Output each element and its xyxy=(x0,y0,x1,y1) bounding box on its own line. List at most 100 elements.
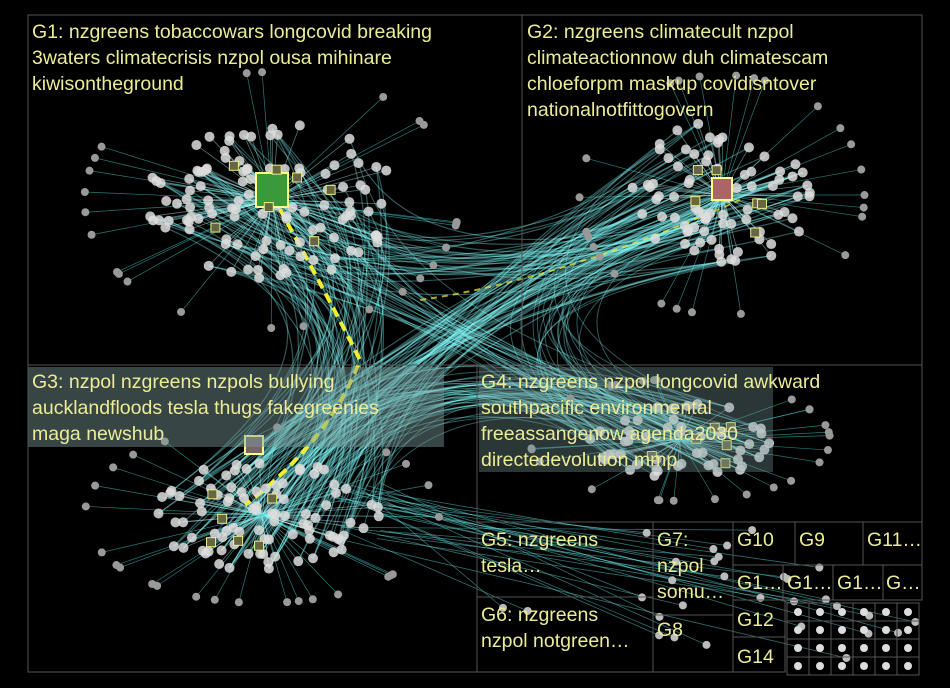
edge xyxy=(380,529,837,607)
node xyxy=(787,171,798,182)
node xyxy=(774,174,785,185)
edge-bundle xyxy=(286,272,626,421)
node xyxy=(309,468,320,479)
edge-bundle xyxy=(189,190,330,569)
node xyxy=(672,161,683,172)
node xyxy=(258,68,267,77)
edge-bundle xyxy=(377,148,661,508)
node xyxy=(766,250,777,261)
node xyxy=(184,224,195,235)
node xyxy=(129,450,138,459)
node xyxy=(847,140,856,149)
edge-bundle xyxy=(297,393,630,562)
group-label: nzpol xyxy=(657,555,704,577)
edge xyxy=(195,514,263,597)
node xyxy=(229,211,240,222)
node xyxy=(195,498,206,509)
node xyxy=(584,232,593,241)
node xyxy=(582,154,591,163)
node xyxy=(319,464,330,475)
main-edge xyxy=(419,199,741,301)
node-icon xyxy=(692,165,703,176)
node xyxy=(813,102,822,111)
node xyxy=(299,322,308,331)
node xyxy=(816,662,824,670)
edge-bundle xyxy=(258,393,614,531)
node xyxy=(882,626,890,634)
node xyxy=(648,178,659,189)
node xyxy=(527,444,536,453)
edge xyxy=(657,439,681,501)
edge-bundle xyxy=(554,184,722,433)
node-icon xyxy=(691,433,702,444)
group-label: G8 xyxy=(657,619,683,641)
node xyxy=(254,458,265,469)
edge xyxy=(101,514,263,553)
node xyxy=(345,206,356,217)
edge-bundle xyxy=(226,238,318,499)
edge xyxy=(261,427,278,516)
edge xyxy=(649,186,723,196)
node xyxy=(683,178,694,189)
node xyxy=(653,191,664,202)
edge xyxy=(679,439,716,500)
node-icon xyxy=(721,440,732,451)
edge xyxy=(679,439,820,463)
node xyxy=(587,485,596,494)
node xyxy=(804,187,815,198)
node xyxy=(708,458,719,469)
node xyxy=(669,496,678,505)
edge-bundle xyxy=(259,365,674,464)
node xyxy=(566,394,575,403)
node xyxy=(153,508,164,519)
edge xyxy=(248,514,263,554)
label-backdrop xyxy=(479,367,773,472)
edge xyxy=(127,199,273,282)
edge-bundle xyxy=(227,196,675,503)
edge-bundle xyxy=(259,402,750,554)
node xyxy=(838,626,846,634)
node xyxy=(371,230,382,241)
node xyxy=(841,251,850,260)
node xyxy=(372,237,383,248)
edge-bundle xyxy=(259,391,629,464)
edge xyxy=(642,380,681,441)
edge-bundle xyxy=(259,168,718,464)
node xyxy=(298,518,309,529)
node xyxy=(344,197,355,208)
node xyxy=(267,323,276,332)
edge xyxy=(170,492,263,516)
node xyxy=(718,218,729,229)
edge xyxy=(261,514,299,562)
node xyxy=(720,572,729,581)
node xyxy=(860,644,868,652)
node xyxy=(209,528,220,539)
node xyxy=(736,309,745,318)
node xyxy=(670,633,679,642)
node xyxy=(712,466,723,477)
node xyxy=(794,608,802,616)
edge xyxy=(271,166,377,201)
node xyxy=(674,76,683,85)
edge-bundle xyxy=(208,265,679,467)
edge-bundle xyxy=(226,238,714,465)
node xyxy=(668,414,679,425)
edge-bundle xyxy=(258,395,626,531)
node xyxy=(263,557,274,568)
edge-bundle xyxy=(332,392,638,537)
edge xyxy=(261,514,300,602)
edge-bundle xyxy=(250,178,711,263)
edge xyxy=(261,514,389,578)
node xyxy=(783,575,792,584)
edge xyxy=(593,194,723,248)
node xyxy=(224,562,235,573)
edge xyxy=(261,466,318,516)
group-label: freeassangenow agenda2030 xyxy=(481,423,738,445)
hub-icon xyxy=(244,435,264,455)
node xyxy=(640,432,651,443)
node xyxy=(726,218,737,229)
node xyxy=(748,421,759,432)
edge-bundle xyxy=(340,168,718,541)
edge-bundle xyxy=(183,175,793,549)
